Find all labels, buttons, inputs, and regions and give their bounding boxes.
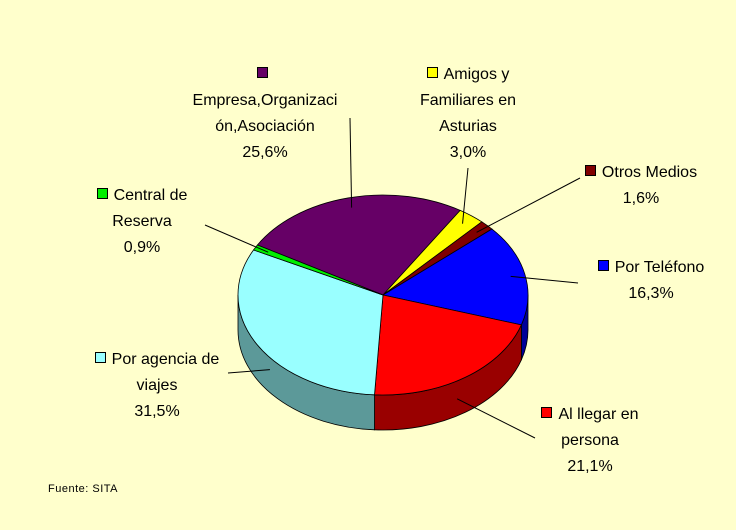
category-label: Central de Reserva (112, 187, 188, 230)
leader-line (204, 224, 269, 253)
value-label: 25,6% (242, 144, 288, 161)
category-label: Por Teléfono (614, 259, 705, 276)
leader-line (349, 117, 353, 208)
slice (381, 228, 529, 326)
source-note: Fuente: SITA (48, 483, 118, 495)
legend-swatch (96, 188, 108, 199)
value-label: 16,3% (628, 285, 674, 302)
slice-label: Otros Medios 1,6% (566, 160, 716, 212)
slice-label: Por agencia de viajes 31,5% (82, 347, 232, 425)
value-label: 21,1% (567, 458, 613, 475)
legend-swatch (94, 352, 106, 363)
slice-label: Empresa,Organización,Asociación 25,6% (190, 62, 340, 166)
slice-label: Por Teléfono 16,3% (576, 255, 726, 307)
category-label: Empresa,Organización,Asociación (192, 92, 338, 135)
category-label: Al llegar en persona (558, 406, 639, 449)
slice-label: Amigos y Familiares en Asturias 3,0% (398, 62, 538, 166)
legend-swatch (541, 407, 553, 418)
leader-line (227, 369, 270, 374)
slice (252, 244, 384, 296)
leader-line (462, 167, 469, 224)
slice (374, 294, 522, 396)
leader-line (476, 177, 581, 233)
slice-label: Central de Reserva 0,9% (72, 183, 212, 261)
legend-swatch (597, 260, 609, 271)
slice-label: Al llegar en persona 21,1% (530, 402, 650, 480)
legend-swatch (426, 67, 438, 78)
leader-line (510, 275, 579, 284)
legend-swatch (256, 67, 268, 78)
leader-line (456, 398, 536, 439)
value-label: 31,5% (134, 403, 180, 420)
category-label: Por agencia de viajes (111, 351, 220, 394)
value-label: 0,9% (123, 239, 161, 256)
category-label: Otros Medios (601, 164, 698, 181)
legend-swatch (584, 165, 596, 176)
category-label: Amigos y Familiares en Asturias (419, 66, 517, 135)
value-label: 1,6% (622, 190, 660, 207)
slice (237, 249, 384, 396)
value-label: 3,0% (449, 144, 487, 161)
slice (256, 194, 461, 296)
